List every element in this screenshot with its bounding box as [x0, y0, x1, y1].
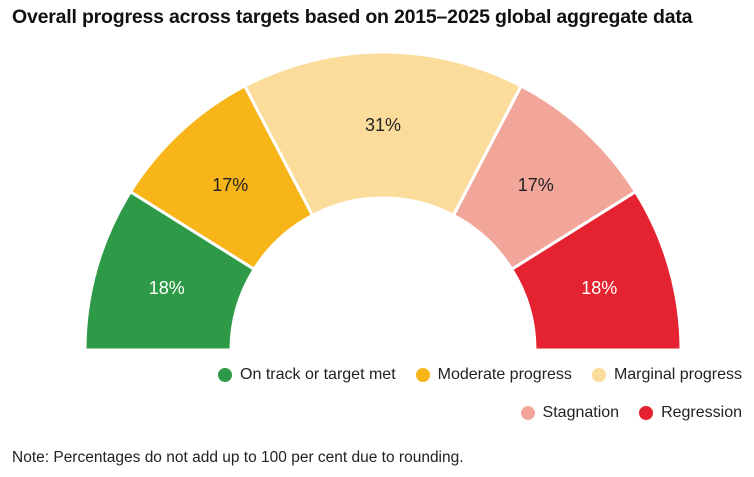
legend-swatch-on-track	[218, 368, 233, 382]
chart-title: Overall progress across targets based on…	[12, 6, 693, 28]
legend-item-on-track: On track or target met	[218, 366, 396, 384]
legend-swatch-stagnation	[520, 406, 535, 420]
gauge-slice-regression	[510, 190, 683, 352]
gauge-label-on-track: 18%	[149, 278, 185, 298]
legend-item-marginal: Marginal progress	[591, 366, 742, 384]
gauge-label-stagnation: 17%	[518, 175, 554, 195]
legend-label-stagnation: Stagnation	[542, 404, 620, 421]
chart-note: Note: Percentages do not add up to 100 p…	[12, 449, 464, 466]
legend-label-on-track: On track or target met	[240, 366, 396, 383]
legend-label-marginal: Marginal progress	[613, 366, 742, 383]
legend-item-regression: Regression	[639, 404, 742, 422]
gauge-label-regression: 18%	[581, 278, 617, 298]
gauge-chart: 18% 17% 31% 17% 18%	[83, 50, 683, 352]
legend-item-stagnation: Stagnation	[520, 404, 620, 422]
legend-label-moderate: Moderate progress	[437, 366, 572, 383]
legend: On track or target met Moderate progress…	[102, 366, 742, 422]
legend-label-regression: Regression	[661, 404, 742, 421]
legend-swatch-regression	[639, 406, 654, 420]
gauge-label-marginal: 31%	[365, 115, 401, 135]
legend-swatch-moderate	[415, 368, 430, 382]
gauge-label-moderate: 17%	[212, 175, 248, 195]
legend-item-moderate: Moderate progress	[415, 366, 572, 384]
gauge-slice-marginal	[243, 50, 523, 217]
legend-swatch-marginal	[591, 368, 606, 382]
